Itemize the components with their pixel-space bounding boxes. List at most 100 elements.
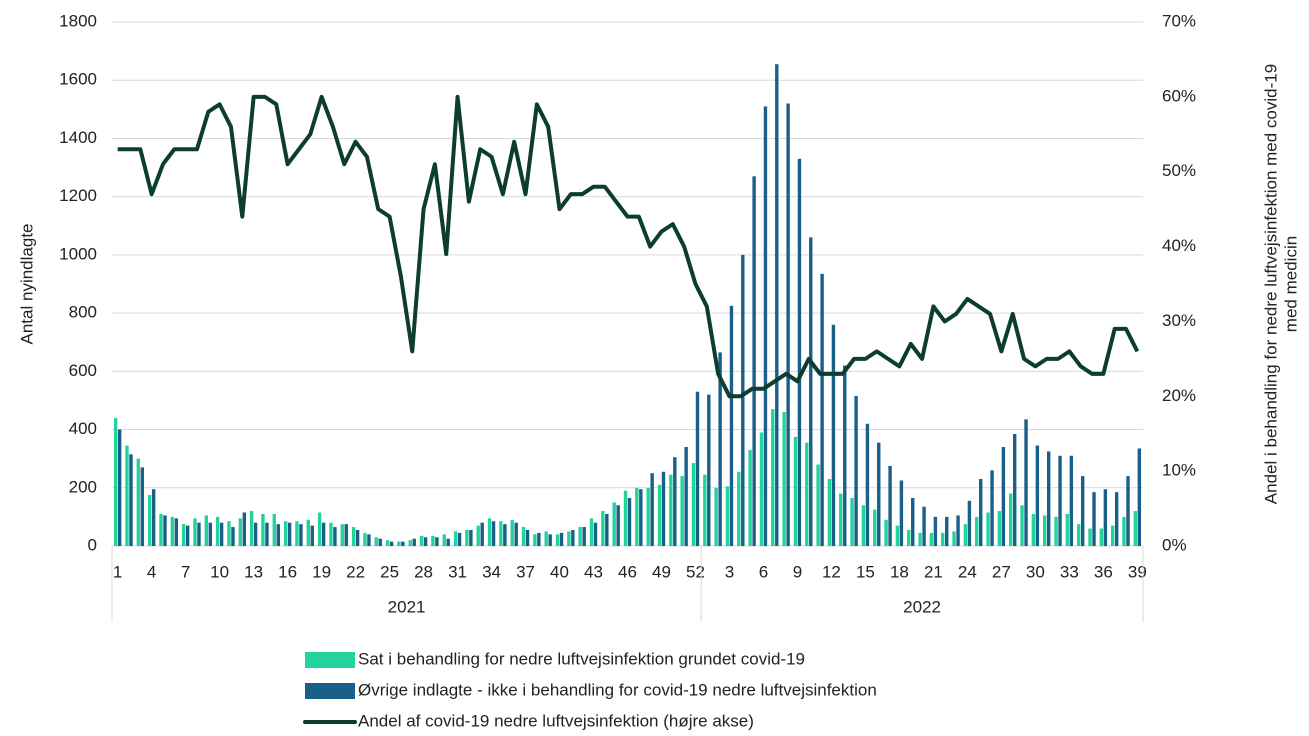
bar [503, 524, 507, 546]
bar [763, 106, 768, 546]
x-tick-label: 27 [992, 562, 1011, 581]
bar [865, 423, 870, 546]
bar [1137, 448, 1142, 546]
bar [159, 513, 163, 546]
bar [276, 524, 280, 546]
x-tick-label: 25 [380, 562, 399, 581]
bar [1088, 528, 1092, 546]
bar [703, 474, 707, 546]
bar [650, 473, 654, 546]
bar [419, 535, 424, 546]
bar [639, 489, 643, 546]
bar [605, 513, 609, 546]
bar [1046, 451, 1051, 546]
bar [548, 534, 552, 546]
x-tick-label: 15 [856, 562, 875, 581]
bar [480, 522, 484, 546]
bar [956, 515, 960, 546]
bar [593, 522, 598, 546]
bar [627, 497, 632, 546]
x-tick-label: 43 [584, 562, 603, 581]
x-tick-label: 33 [1060, 562, 1079, 581]
bar [884, 519, 888, 546]
bar [465, 529, 469, 546]
bar [809, 237, 813, 546]
bar [555, 534, 560, 546]
bar [635, 487, 639, 546]
bar [401, 541, 405, 546]
bar [1076, 524, 1081, 546]
bar [1001, 447, 1006, 546]
bar [1133, 511, 1138, 546]
bar [1054, 516, 1058, 546]
bar [151, 489, 156, 546]
bar [669, 474, 673, 546]
bar [737, 471, 741, 546]
bar [589, 518, 594, 546]
bar [174, 518, 179, 546]
y-axis-label: Antal nyindlagte [17, 224, 36, 345]
bar [839, 493, 843, 546]
bar [537, 532, 541, 546]
x-tick-label: 37 [516, 562, 535, 581]
x-tick-label: 16 [278, 562, 297, 581]
x-tick-label: 52 [686, 562, 705, 581]
bar [374, 537, 378, 546]
bar [499, 521, 503, 546]
bar [1092, 492, 1096, 546]
bar [729, 305, 734, 546]
bar [283, 521, 288, 546]
x-tick-label: 12 [822, 562, 841, 581]
x-tick-label: 21 [924, 562, 943, 581]
bar [601, 511, 605, 546]
x-group-label: 2021 [388, 597, 426, 616]
bar [193, 518, 197, 546]
y2-tick-label: 0% [1162, 535, 1187, 554]
bar [616, 505, 620, 546]
bar [877, 442, 881, 546]
bar [521, 527, 526, 546]
bar [351, 527, 356, 546]
bar [317, 512, 322, 546]
bar [1031, 513, 1036, 546]
x-group-label: 2022 [903, 597, 941, 616]
bar [997, 511, 1002, 546]
bar [457, 532, 462, 546]
bar [929, 532, 934, 546]
bar [181, 524, 186, 546]
bar [1069, 455, 1074, 546]
bar [775, 64, 779, 546]
bar [1122, 516, 1126, 546]
bar [1035, 445, 1040, 546]
x-tick-label: 30 [1026, 562, 1045, 581]
bar [385, 540, 390, 546]
bar [423, 537, 428, 546]
bar [242, 512, 246, 546]
bar [129, 454, 133, 546]
bar [261, 513, 265, 546]
x-tick-label: 13 [244, 562, 263, 581]
y2-axis-label: Andel i behandling for nedre luftvejsinf… [1261, 64, 1280, 504]
bar [827, 479, 832, 546]
y2-tick-label: 20% [1162, 386, 1196, 405]
bar [1042, 515, 1047, 546]
bar [306, 519, 310, 546]
bar [963, 524, 968, 546]
bar [344, 524, 348, 546]
bar [469, 529, 473, 546]
y-tick-label: 600 [69, 361, 97, 380]
bar [299, 524, 303, 546]
bar [986, 512, 990, 546]
bar [952, 531, 956, 546]
bar [1065, 513, 1070, 546]
legend-swatch [305, 652, 355, 668]
x-tick-label: 31 [448, 562, 467, 581]
y2-tick-label: 50% [1162, 161, 1196, 180]
bar [125, 445, 129, 546]
x-tick-label: 10 [210, 562, 229, 581]
line [117, 94, 1140, 399]
x-tick-label: 18 [890, 562, 909, 581]
bar [695, 391, 700, 546]
bar [231, 527, 235, 546]
bar [782, 412, 786, 546]
